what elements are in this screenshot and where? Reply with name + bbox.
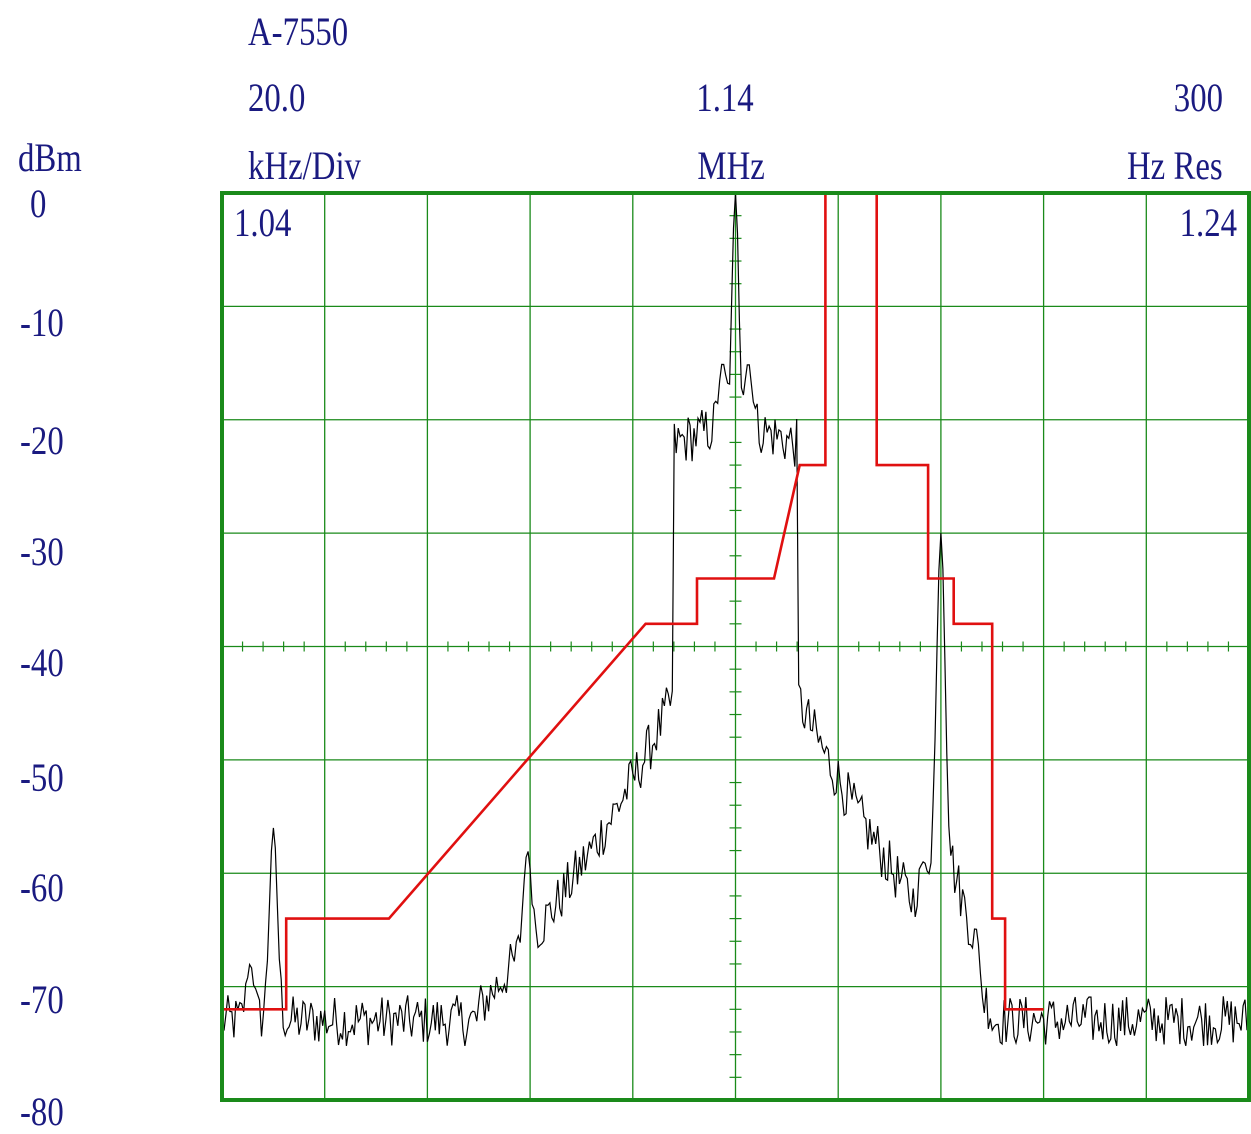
y-tick-label: -70: [20, 977, 64, 1022]
center-graticule-ticks: [241, 215, 1230, 1078]
spectral-mask-line: [222, 191, 1044, 1011]
stop-frequency-label: 1.24: [1179, 200, 1237, 245]
y-tick-label: -60: [20, 865, 64, 910]
y-tick-label: -10: [20, 300, 64, 345]
model-label: A-7550: [248, 9, 349, 54]
center-frequency-value: 1.14: [696, 75, 754, 120]
y-axis-label: dBm: [18, 135, 82, 180]
span-value: 20.0: [248, 75, 306, 120]
y-tick-label: -30: [20, 529, 64, 574]
y-tick-label: -40: [20, 640, 64, 685]
y-tick-label: -20: [20, 418, 64, 463]
y-tick-label: 0: [30, 181, 47, 226]
resolution-unit: Hz Res: [1127, 143, 1223, 188]
center-frequency-unit: MHz: [697, 143, 765, 188]
y-tick-label: -80: [20, 1089, 64, 1134]
resolution-value: 300: [1173, 75, 1223, 120]
plot-frame: [220, 191, 1251, 1102]
grid: [222, 193, 1249, 1100]
start-frequency-label: 1.04: [234, 200, 292, 245]
span-unit: kHz/Div: [248, 143, 361, 188]
y-tick-label: -50: [20, 755, 64, 800]
